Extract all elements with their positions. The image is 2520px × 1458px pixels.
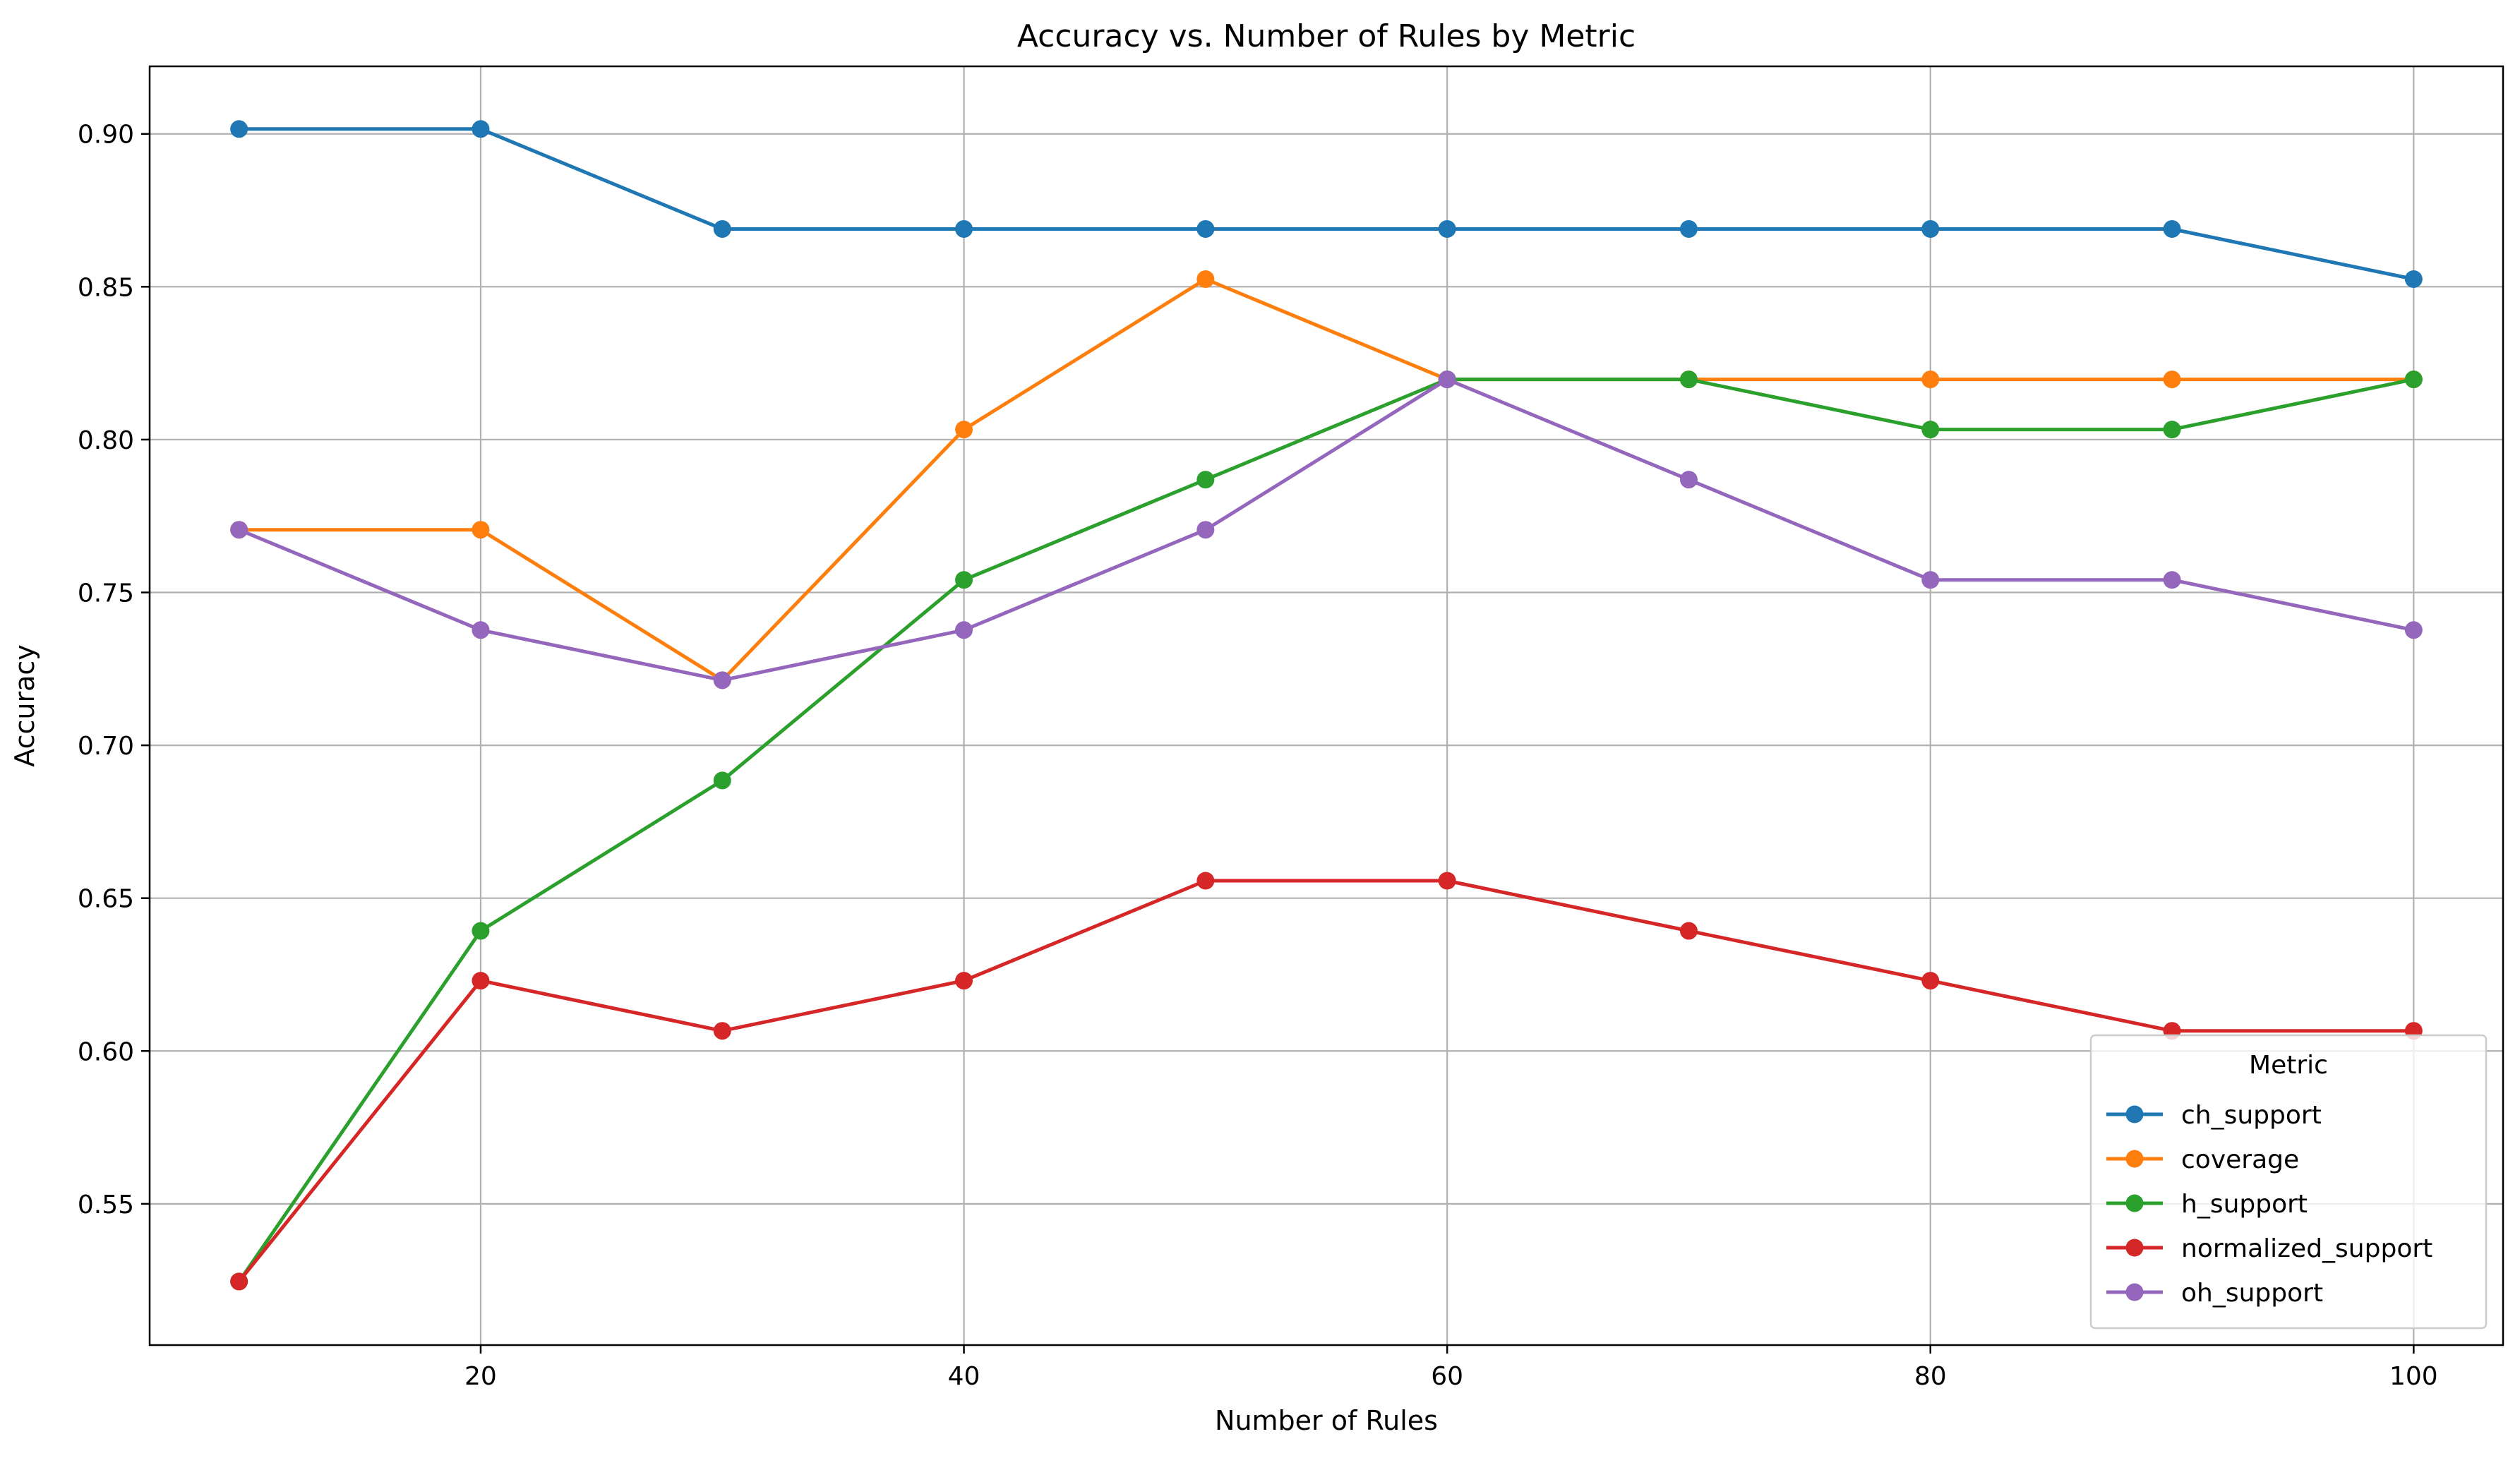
data-point — [2404, 621, 2423, 639]
data-point — [230, 521, 248, 539]
chart-title: Accuracy vs. Number of Rules by Metric — [1017, 18, 1636, 54]
data-point — [1921, 972, 1940, 990]
data-point — [472, 621, 490, 639]
data-point — [1196, 471, 1215, 489]
series-line — [237, 879, 2414, 1283]
x-tick-label: 60 — [1431, 1362, 1463, 1391]
legend-swatch-marker — [2125, 1105, 2144, 1123]
series-ch-support — [230, 120, 2423, 288]
data-point — [713, 771, 731, 790]
ticks-layer: 20 40 60 80 100 0.55 0.60 0.65 0.70 0.75 0.80 0.85 0… — [78, 121, 2438, 1391]
legend-box — [2089, 1034, 2488, 1330]
legend-swatch-marker — [2125, 1239, 2144, 1257]
legend-items: ch_support coverage h_support normalized_su… — [2106, 1101, 2432, 1308]
data-point — [713, 219, 731, 238]
y-tick-label: 0.65 — [78, 885, 134, 914]
legend-item-coverage: coverage — [2106, 1145, 2299, 1174]
data-point — [1679, 922, 1698, 940]
data-point — [1921, 571, 1940, 589]
y-tick-label: 0.70 — [78, 732, 134, 761]
data-point — [472, 521, 490, 539]
y-axis-label: Accuracy — [9, 644, 40, 767]
data-point — [1438, 370, 1456, 389]
y-tick-label: 0.55 — [78, 1191, 134, 1219]
y-tick-label: 0.90 — [78, 121, 134, 150]
series-line — [239, 277, 2414, 682]
data-point — [1438, 219, 1456, 238]
legend-label: coverage — [2181, 1145, 2299, 1174]
data-point — [2163, 421, 2181, 439]
data-point — [230, 1272, 248, 1291]
series-line — [239, 127, 2414, 281]
legend-label: h_support — [2181, 1190, 2308, 1219]
data-point — [1679, 219, 1698, 238]
data-point — [713, 1022, 731, 1040]
legend-item-normalized-support: normalized_support — [2106, 1234, 2432, 1263]
legend-label: normalized_support — [2181, 1234, 2432, 1263]
x-tick-label: 40 — [948, 1362, 980, 1391]
data-point — [2163, 219, 2181, 238]
data-point — [955, 219, 973, 238]
legend-swatch-marker — [2125, 1283, 2144, 1301]
y-tick-label: 0.85 — [78, 273, 134, 302]
data-point — [713, 671, 731, 689]
data-point — [955, 972, 973, 990]
plot-frame — [148, 65, 2504, 1346]
data-point — [472, 922, 490, 940]
data-point — [955, 571, 973, 589]
data-point — [1921, 219, 1940, 238]
data-point — [1196, 872, 1215, 890]
data-point — [2404, 270, 2423, 288]
x-tick-label: 20 — [464, 1362, 497, 1391]
x-tick-label: 100 — [2389, 1362, 2438, 1391]
data-point — [1196, 219, 1215, 238]
data-point — [2404, 370, 2423, 389]
data-point — [1921, 370, 1940, 389]
data-point — [1679, 370, 1698, 389]
data-point — [472, 120, 490, 138]
data-point — [1679, 471, 1698, 489]
y-tick-label: 0.75 — [78, 579, 134, 608]
y-tick-label: 0.80 — [78, 426, 134, 455]
data-point — [230, 120, 248, 138]
data-point — [2163, 370, 2181, 389]
legend-swatch-marker — [2125, 1150, 2144, 1168]
legend-label: ch_support — [2181, 1101, 2322, 1130]
data-point — [1196, 270, 1215, 288]
legend-title: Metric — [2249, 1051, 2328, 1080]
data-point — [2163, 571, 2181, 589]
data-point — [1921, 421, 1940, 439]
legend-item-oh-support: oh_support — [2106, 1279, 2323, 1308]
series-line — [237, 378, 2414, 1283]
data-point — [955, 421, 973, 439]
x-tick-label: 80 — [1914, 1362, 1947, 1391]
data-point — [955, 621, 973, 639]
series-normalized-support — [230, 872, 2423, 1291]
series-line — [238, 378, 2414, 682]
x-axis-label: Number of Rules — [1215, 1405, 1438, 1436]
data-point — [1196, 521, 1215, 539]
series-layer — [230, 120, 2423, 1291]
legend: Metric ch_support coverage h_supportnormal… — [2089, 1034, 2488, 1330]
y-tick-label: 0.60 — [78, 1037, 134, 1066]
legend-label: oh_support — [2181, 1279, 2323, 1308]
data-point — [472, 972, 490, 990]
legend-item-h-support: h_support — [2106, 1190, 2308, 1219]
legend-swatch-marker — [2125, 1194, 2144, 1212]
data-point — [1438, 872, 1456, 890]
legend-item-ch-support: ch_support — [2106, 1101, 2322, 1130]
series-oh-support — [230, 370, 2423, 689]
